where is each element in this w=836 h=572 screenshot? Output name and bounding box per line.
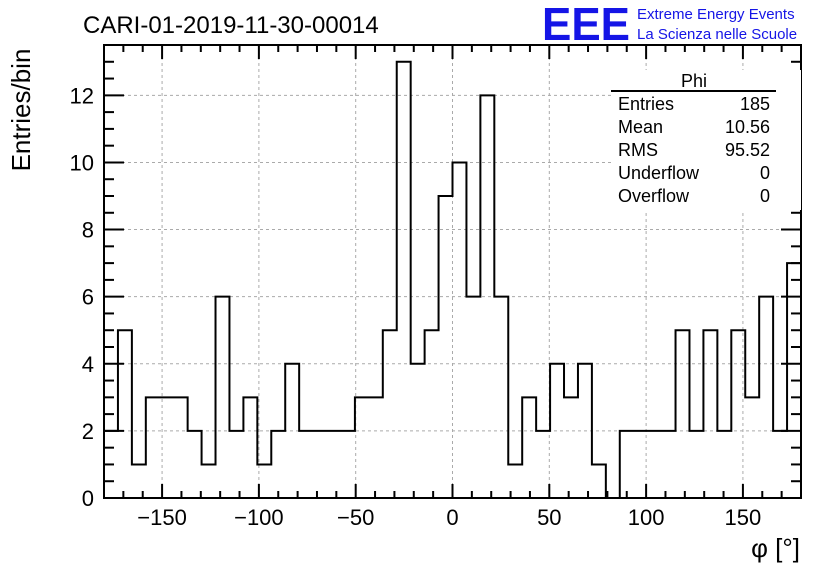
histogram-bin <box>731 330 745 498</box>
logo-line-1: Extreme Energy Events <box>637 6 795 23</box>
histogram-bin <box>355 397 369 498</box>
histogram-bin <box>174 397 188 498</box>
stats-value: 0 <box>760 163 770 183</box>
histogram-bin <box>369 397 383 498</box>
histogram-bin <box>285 364 299 498</box>
histogram-bin <box>411 364 425 498</box>
stats-value: 95.52 <box>725 140 770 160</box>
histogram-bin <box>188 431 202 498</box>
plot-title: CARI-01-2019-11-30-00014 <box>83 12 379 39</box>
histogram-bin <box>480 95 494 498</box>
stats-label: Underflow <box>618 163 700 183</box>
histogram-bin <box>689 431 703 498</box>
histogram-bin <box>676 330 690 498</box>
histogram-bin <box>453 162 467 498</box>
histogram-bin <box>620 431 634 498</box>
histogram-bin <box>536 431 550 498</box>
y-tick-label: 2 <box>82 419 94 444</box>
stats-label: Mean <box>618 117 663 137</box>
y-tick-label: 4 <box>82 352 94 377</box>
x-tick-label: −50 <box>337 505 374 530</box>
histogram-bin <box>397 62 411 498</box>
histogram-bin <box>299 431 313 498</box>
histogram-bin <box>759 297 773 498</box>
logo-mark: EEE <box>542 0 630 50</box>
logo-line-2: La Scienza nelle Scuole <box>637 26 797 43</box>
y-axis-title: Entries/bin <box>6 49 36 172</box>
x-tick-label: 150 <box>725 505 762 530</box>
histogram-bin <box>648 431 662 498</box>
histogram-bars <box>104 60 801 499</box>
histogram-bin <box>439 196 453 498</box>
stats-value: 185 <box>740 94 770 114</box>
histogram-bin <box>341 431 355 498</box>
stats-label: RMS <box>618 140 658 160</box>
histogram-bin <box>703 330 717 498</box>
histogram-bin <box>243 397 257 498</box>
histogram-bin <box>313 431 327 498</box>
histogram-bin <box>146 397 160 498</box>
histogram-bin <box>662 431 676 498</box>
y-tick-label: 0 <box>82 486 94 511</box>
histogram-bin <box>522 397 536 498</box>
histogram-bin <box>327 431 341 498</box>
stats-label: Entries <box>618 94 674 114</box>
x-tick-label: 0 <box>446 505 458 530</box>
histogram-bin <box>578 364 592 498</box>
stats-value: 0 <box>760 186 770 206</box>
stats-label: Overflow <box>618 186 690 206</box>
eee-logo: EEE Extreme Energy Events La Scienza nel… <box>542 0 797 50</box>
histogram-bin <box>564 397 578 498</box>
histogram-bin <box>160 397 174 498</box>
axis-ticks <box>103 45 802 499</box>
histogram-bin <box>132 464 146 498</box>
stats-title: Phi <box>681 71 707 91</box>
stats-box: Phi Entries 185 Mean 10.56 RMS 95.52 Underflow… <box>611 70 801 210</box>
y-tick-label: 8 <box>82 218 94 243</box>
histogram-bin <box>383 330 397 498</box>
histogram-bin <box>425 330 439 498</box>
histogram-bin <box>466 297 480 498</box>
x-tick-label: 50 <box>537 505 561 530</box>
histogram-bin <box>745 397 759 498</box>
x-tick-label: −150 <box>137 505 187 530</box>
stats-value: 10.56 <box>725 117 770 137</box>
x-axis-title: φ [°] <box>751 533 800 563</box>
y-tick-label: 12 <box>70 83 94 108</box>
histogram-bin <box>229 431 243 498</box>
histogram-bin <box>216 297 230 498</box>
histogram-bin <box>118 330 132 498</box>
histogram-outline <box>104 60 801 499</box>
histogram-bin <box>202 464 216 498</box>
x-tick-label: −100 <box>234 505 284 530</box>
histogram-bin <box>717 431 731 498</box>
histogram-bin <box>494 297 508 498</box>
histogram-bin <box>773 431 787 498</box>
y-tick-label: 6 <box>82 285 94 310</box>
histogram-bin <box>271 431 285 498</box>
histogram-bin <box>592 464 606 498</box>
histogram-bin <box>550 364 564 498</box>
y-tick-label: 10 <box>70 150 94 175</box>
x-tick-label: 100 <box>628 505 665 530</box>
tick-labels: −150 −100 −50 0 50 100 150 0 2 4 6 8 10 12 <box>70 83 762 530</box>
